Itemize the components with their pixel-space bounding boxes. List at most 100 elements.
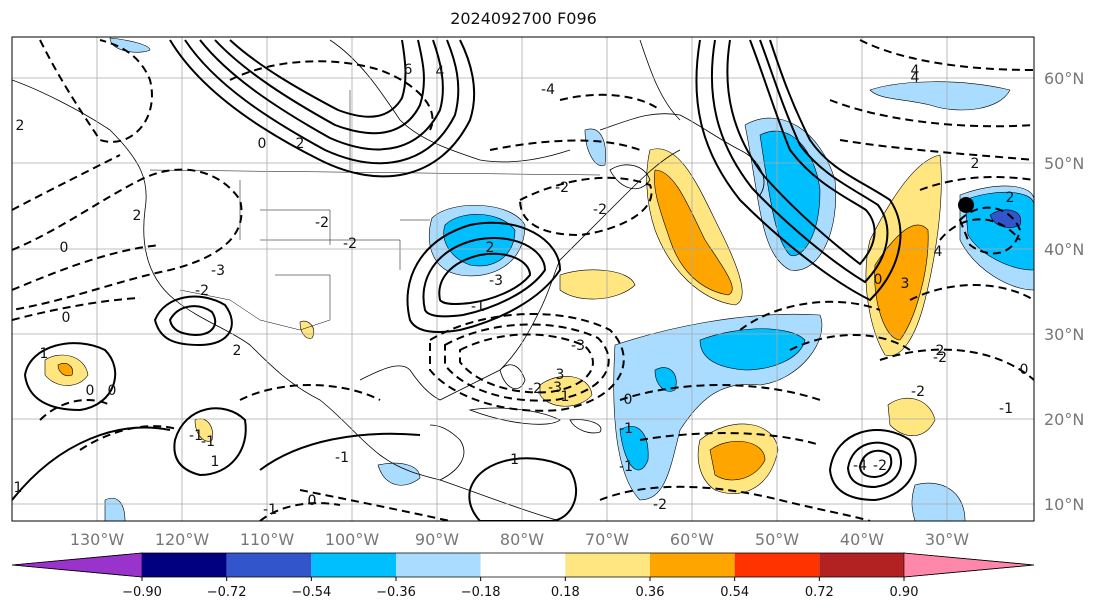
colorbar-label: 0.36	[636, 585, 665, 600]
light-blue-region	[869, 81, 1011, 111]
contour-label: 4	[911, 70, 920, 86]
colorbar-label: 0.90	[890, 585, 919, 600]
contour-label: 0	[60, 240, 69, 256]
contour-label: 0	[1020, 362, 1029, 378]
contour-label: -3	[489, 273, 503, 289]
colorbar-label: −0.36	[376, 585, 416, 600]
colorbar-label: −0.72	[207, 585, 247, 600]
orange-region	[709, 441, 766, 481]
colorbar-swatch	[650, 553, 735, 577]
blue-region	[619, 425, 649, 471]
contour-label: 1	[40, 346, 49, 362]
lat-label: 40°N	[1044, 240, 1084, 259]
colorbar-label: 0.18	[551, 585, 580, 600]
contour-label: -2	[653, 497, 667, 513]
colorbar-swatch	[480, 553, 566, 577]
lon-label: 70°W	[585, 530, 629, 549]
lat-label: 10°N	[1044, 495, 1084, 514]
lon-label: 80°W	[500, 530, 544, 549]
contour-label: 4	[934, 244, 943, 260]
orange-region	[654, 169, 733, 296]
lon-label: 30°W	[925, 530, 969, 549]
blue-region	[699, 328, 806, 371]
light-blue-region	[911, 482, 966, 521]
contour-label: 2	[296, 136, 305, 152]
light-blue-region	[104, 497, 126, 521]
colorbar-label: −0.54	[291, 585, 331, 600]
contour-label: 0	[86, 383, 95, 399]
map-frame	[11, 36, 1035, 522]
colorbar-swatch	[396, 553, 481, 577]
contour-label: -1	[619, 459, 633, 475]
contour-label: 0	[874, 272, 883, 288]
yellow-region	[539, 376, 593, 407]
colorbar-label: 0.72	[805, 585, 834, 600]
lat-label: 60°N	[1044, 69, 1084, 88]
contour-label: -3	[211, 263, 225, 279]
contour-label: -1	[471, 299, 485, 315]
contour-label: 1	[561, 389, 570, 405]
contour-label: 4	[436, 64, 445, 80]
contour-label: -2	[911, 384, 925, 400]
contour-label: -2	[195, 283, 209, 299]
contour-label: 0	[308, 493, 317, 509]
colorbar	[11, 552, 1035, 581]
colorbar-label: 0.54	[720, 585, 749, 600]
lat-label: 50°N	[1044, 154, 1084, 173]
latitude-labels: 60°N 50°N 40°N 30°N 20°N 10°N	[1044, 69, 1084, 514]
colorbar-extend-low	[11, 552, 143, 578]
lon-label: 60°W	[670, 530, 714, 549]
lon-label: 40°W	[840, 530, 884, 549]
graticule	[12, 37, 1034, 521]
lon-label: 120°W	[155, 530, 210, 549]
contour-label: -2	[933, 350, 947, 366]
location-marker	[958, 197, 974, 213]
light-blue-region	[377, 462, 421, 486]
contour-label: 3	[556, 367, 565, 383]
contour-label: -1	[263, 502, 277, 518]
contour-label: 2	[233, 343, 242, 359]
orange-region	[57, 363, 73, 377]
colorbar-swatch	[226, 553, 312, 577]
lon-label: 110°W	[240, 530, 295, 549]
contour-label: -2	[315, 215, 329, 231]
contour-label: -2	[343, 236, 357, 252]
contour-label: -3	[548, 380, 562, 396]
contour-label: 2	[936, 343, 945, 359]
contour-label: -2	[555, 180, 569, 196]
colorbar-swatch	[734, 553, 820, 577]
colorbar-swatch	[311, 553, 396, 577]
contour-label: 0	[308, 493, 317, 509]
contour-label: -3	[571, 338, 585, 354]
contour-label: 1	[211, 454, 220, 470]
contour-label: -2	[593, 202, 607, 218]
colorbar-swatch	[819, 553, 904, 577]
contour-label: 0	[108, 383, 117, 399]
contour-label: 1	[14, 480, 23, 496]
contour-labels: 6420-2-42-2-34-202-23-1-3-202423-2100-1-…	[14, 62, 1029, 518]
contour-label: -1	[999, 401, 1013, 417]
contour-label: 0	[624, 392, 633, 408]
colorbar-swatch	[142, 553, 227, 577]
contour-label: -1	[189, 428, 203, 444]
contour-label: 2	[1006, 190, 1015, 206]
light-blue-region	[584, 128, 606, 167]
lon-label: 100°W	[325, 530, 380, 549]
contour-label: -4	[853, 458, 867, 474]
solid-contours	[12, 39, 917, 521]
blue-region	[654, 367, 677, 392]
longitude-labels: 130°W 120°W 110°W 100°W 90°W 80°W 70°W 6…	[70, 530, 969, 549]
lat-label: 20°N	[1044, 410, 1084, 429]
contour-label: 2	[133, 208, 142, 224]
contour-label: 2	[486, 240, 495, 256]
colorbar-label: −0.90	[122, 585, 162, 600]
lon-label: 130°W	[70, 530, 125, 549]
colorbar-extend-high	[903, 552, 1035, 578]
contour-label: 2	[971, 156, 980, 172]
orange-region	[874, 224, 929, 341]
contour-label: 6	[404, 62, 413, 78]
yellow-region	[559, 269, 636, 300]
contour-label: -4	[541, 82, 555, 98]
contour-label: -2	[528, 381, 542, 397]
